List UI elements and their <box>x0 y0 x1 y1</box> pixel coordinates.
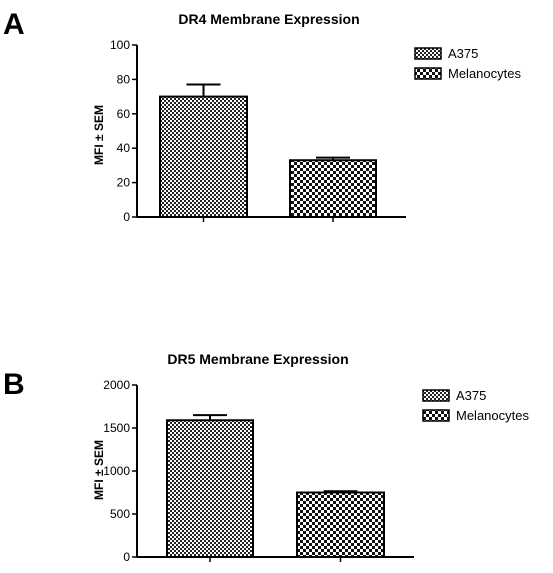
legend-swatch <box>414 67 442 80</box>
legend-label: Melanocytes <box>456 408 529 423</box>
legend: A375 Melanocytes <box>422 388 529 423</box>
chart-panel-dr5: B DR5 Membrane Expression MFI ± SEM 0 500… <box>3 351 529 564</box>
y-tick-label: 0 <box>123 550 130 564</box>
chart-panel-dr4: A DR4 Membrane Expression MFI ± SEM 0 20 4… <box>3 8 521 224</box>
panel-label: B <box>3 368 25 401</box>
legend: A375 Melanocytes <box>414 46 521 81</box>
legend-label: Melanocytes <box>448 66 521 81</box>
chart-title: DR5 Membrane Expression <box>167 351 348 367</box>
y-tick-label: 1000 <box>103 464 130 478</box>
bars <box>166 414 385 562</box>
legend-label: A375 <box>456 388 486 403</box>
chart-title: DR4 Membrane Expression <box>178 11 359 27</box>
y-tick-label: 60 <box>117 107 131 121</box>
y-axis-label: MFI ± SEM <box>92 105 106 165</box>
y-tick-label: 20 <box>117 176 131 190</box>
legend-swatch <box>422 409 450 422</box>
bar-melanocytes <box>296 491 385 558</box>
y-tick-label: 2000 <box>103 378 130 392</box>
y-axis-label: MFI ± SEM <box>92 440 106 500</box>
bars <box>159 83 377 222</box>
y-tick-label: 40 <box>117 141 131 155</box>
panel-label: A <box>3 8 25 41</box>
legend-swatch <box>422 389 450 402</box>
y-tick-label: 1500 <box>103 421 130 435</box>
y-tick-label: 0 <box>123 210 130 224</box>
bar-melanocytes <box>289 159 377 219</box>
y-tick-label: 100 <box>110 38 130 52</box>
legend-label: A375 <box>448 46 478 61</box>
legend-swatch <box>414 47 442 60</box>
bar-a375 <box>166 419 254 559</box>
y-tick-label: 80 <box>117 72 131 86</box>
y-tick-label: 500 <box>110 507 130 521</box>
bar-a375 <box>159 95 248 218</box>
